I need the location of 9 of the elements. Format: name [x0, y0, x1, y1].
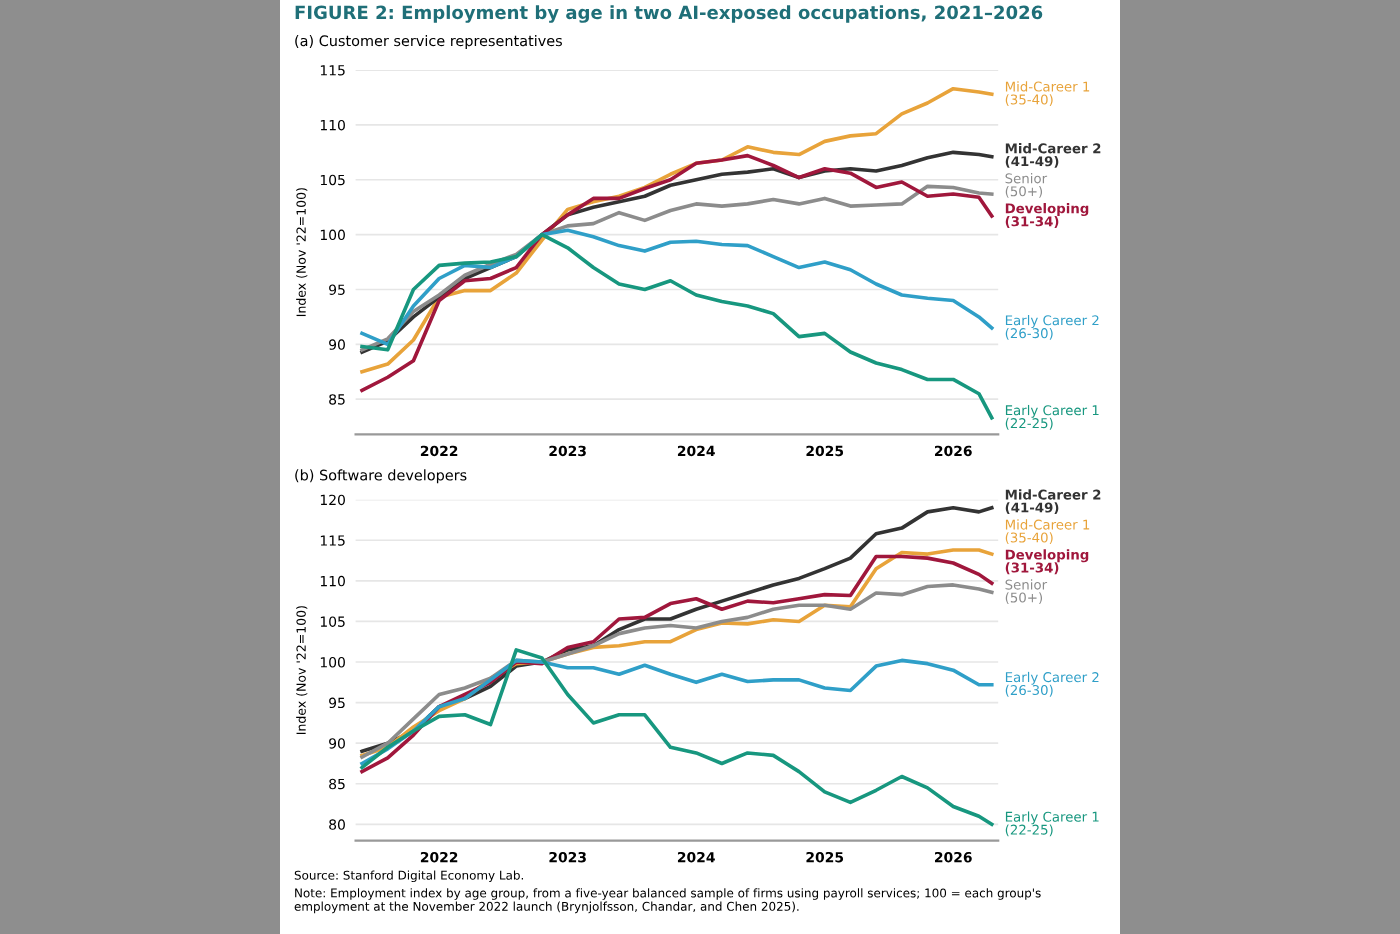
line-series [360, 228, 994, 347]
line-series [360, 232, 994, 420]
line-series [360, 658, 994, 766]
line-series [360, 184, 994, 352]
line-series [360, 86, 994, 374]
line-series [360, 583, 994, 759]
line-series [360, 648, 994, 827]
chart-title: FIGURE 2: Employment by age in two AI-exposed occupations, 2021–2026 [295, 5, 1043, 23]
line-series [360, 153, 994, 393]
